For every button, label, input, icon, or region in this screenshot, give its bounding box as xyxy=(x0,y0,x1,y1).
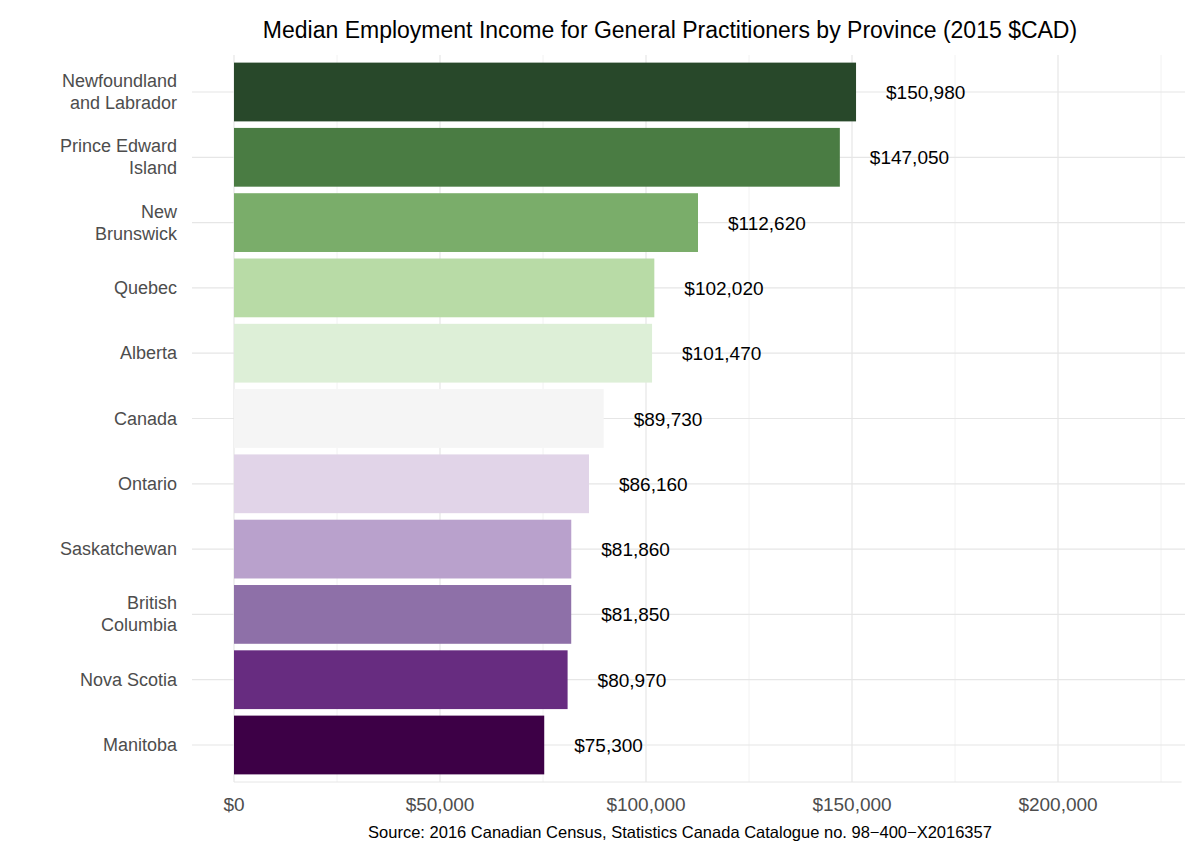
bar xyxy=(234,63,856,122)
category-label-line: Prince Edward xyxy=(60,136,177,156)
category-label: Quebec xyxy=(114,278,177,298)
category-label-line: Quebec xyxy=(114,278,177,298)
category-label: Alberta xyxy=(120,343,178,363)
x-tick-label: $50,000 xyxy=(406,794,475,815)
category-label: Ontario xyxy=(118,474,177,494)
category-label-line: Manitoba xyxy=(103,735,178,755)
bars xyxy=(234,63,856,775)
category-label-line: Newfoundland xyxy=(62,71,177,91)
bar xyxy=(234,389,604,448)
bar xyxy=(234,259,654,318)
bar xyxy=(234,520,571,579)
data-label: $102,020 xyxy=(684,278,763,299)
bar xyxy=(234,193,698,252)
category-label-line: New xyxy=(141,202,178,222)
bar xyxy=(234,650,568,709)
data-label: $147,050 xyxy=(870,147,949,168)
category-label: Nova Scotia xyxy=(80,670,178,690)
category-label-line: Nova Scotia xyxy=(80,670,178,690)
category-label-line: and Labrador xyxy=(70,93,177,113)
data-label: $81,850 xyxy=(601,604,670,625)
data-label: $81,860 xyxy=(601,539,670,560)
category-label: Canada xyxy=(114,409,178,429)
bar xyxy=(234,585,571,644)
x-tick-label: $150,000 xyxy=(812,794,891,815)
data-label: $101,470 xyxy=(682,343,761,364)
data-label: $80,970 xyxy=(598,670,667,691)
chart: Median Employment Income for General Pra… xyxy=(0,0,1200,857)
caption: Source: 2016 Canadian Census, Statistics… xyxy=(368,823,992,841)
background xyxy=(0,0,1200,857)
x-tick-label: $200,000 xyxy=(1018,794,1097,815)
title: Median Employment Income for General Pra… xyxy=(263,17,1077,43)
category-label: Prince EdwardIsland xyxy=(60,136,177,178)
grid xyxy=(192,55,1185,782)
category-label-line: Columbia xyxy=(101,615,178,635)
category-label-line: Canada xyxy=(114,409,178,429)
bar xyxy=(234,128,840,187)
category-label: BritishColumbia xyxy=(101,593,178,635)
x-tick-label: $0 xyxy=(223,794,244,815)
category-label: NewBrunswick xyxy=(95,202,178,244)
data-label: $86,160 xyxy=(619,474,688,495)
bar xyxy=(234,716,544,775)
category-label: Manitoba xyxy=(103,735,178,755)
category-label-line: British xyxy=(127,593,177,613)
category-label-line: Brunswick xyxy=(95,224,178,244)
bar xyxy=(234,454,589,513)
x-tick-label: $100,000 xyxy=(606,794,685,815)
category-label-line: Ontario xyxy=(118,474,177,494)
category-label-line: Island xyxy=(129,158,177,178)
data-label: $89,730 xyxy=(634,409,703,430)
bar xyxy=(234,324,652,383)
category-label: Saskatchewan xyxy=(60,539,177,559)
data-label: $112,620 xyxy=(728,213,806,234)
data-label: $150,980 xyxy=(886,82,965,103)
category-label: Newfoundlandand Labrador xyxy=(62,71,177,113)
data-label: $75,300 xyxy=(574,735,643,756)
category-label-line: Alberta xyxy=(120,343,178,363)
category-label-line: Saskatchewan xyxy=(60,539,177,559)
x-axis-line xyxy=(234,782,1182,783)
